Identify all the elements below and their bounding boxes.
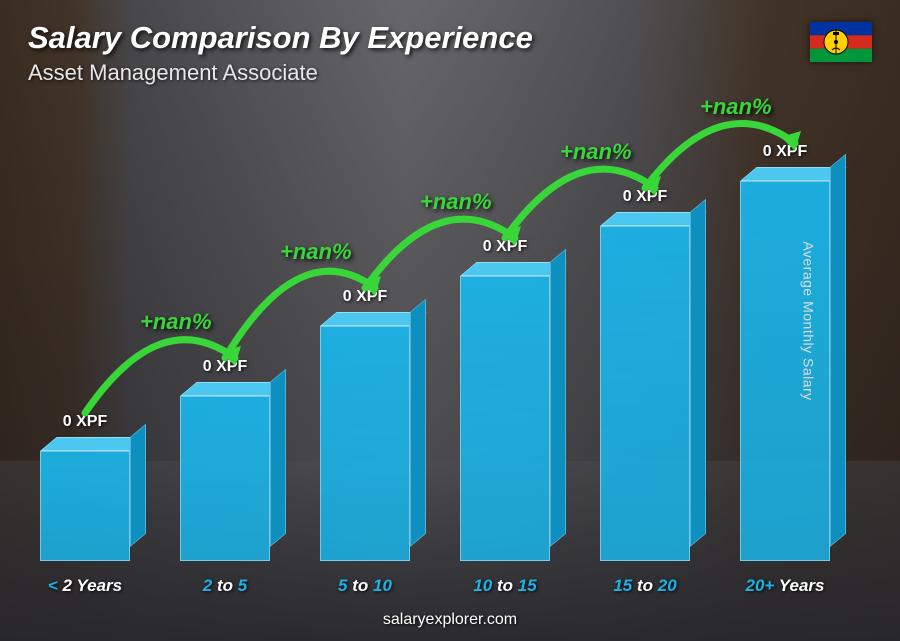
x-axis-label: 15 to 20 bbox=[590, 576, 700, 596]
flag-icon bbox=[810, 22, 872, 62]
bar bbox=[40, 451, 130, 561]
x-axis-label: 20+ Years bbox=[730, 576, 840, 596]
bar-group: 0 XPF bbox=[30, 413, 140, 561]
header: Salary Comparison By Experience Asset Ma… bbox=[28, 20, 872, 86]
footer-attribution: salaryexplorer.com bbox=[0, 611, 900, 629]
page-subtitle: Asset Management Associate bbox=[28, 60, 872, 86]
page-title: Salary Comparison By Experience bbox=[28, 20, 872, 56]
x-axis-label: 2 to 5 bbox=[170, 576, 280, 596]
bar-group: 0 XPF bbox=[590, 188, 700, 561]
bar-chart: 0 XPF 0 XPF 0 XPF 0 XPF 0 XPF 0 XPF bbox=[30, 131, 840, 561]
bar-value-label: 0 XPF bbox=[203, 358, 247, 376]
x-axis-labels: < 2 Years 2 to 5 5 to 10 10 to 15 15 to 20 20… bbox=[30, 576, 840, 596]
bar-value-label: 0 XPF bbox=[763, 143, 807, 161]
bar-value-label: 0 XPF bbox=[483, 238, 527, 256]
bar bbox=[180, 396, 270, 561]
x-axis-label: 5 to 10 bbox=[310, 576, 420, 596]
bar bbox=[320, 326, 410, 561]
bar-group: 0 XPF bbox=[730, 143, 840, 561]
y-axis-label: Average Monthly Salary bbox=[800, 241, 816, 400]
x-axis-label: < 2 Years bbox=[30, 576, 140, 596]
bar-group: 0 XPF bbox=[310, 288, 420, 561]
bar-group: 0 XPF bbox=[170, 358, 280, 561]
bar bbox=[600, 226, 690, 561]
bar-value-label: 0 XPF bbox=[63, 413, 107, 431]
bar-value-label: 0 XPF bbox=[623, 188, 667, 206]
bar-group: 0 XPF bbox=[450, 238, 560, 561]
bar-value-label: 0 XPF bbox=[343, 288, 387, 306]
bar bbox=[460, 276, 550, 561]
x-axis-label: 10 to 15 bbox=[450, 576, 560, 596]
